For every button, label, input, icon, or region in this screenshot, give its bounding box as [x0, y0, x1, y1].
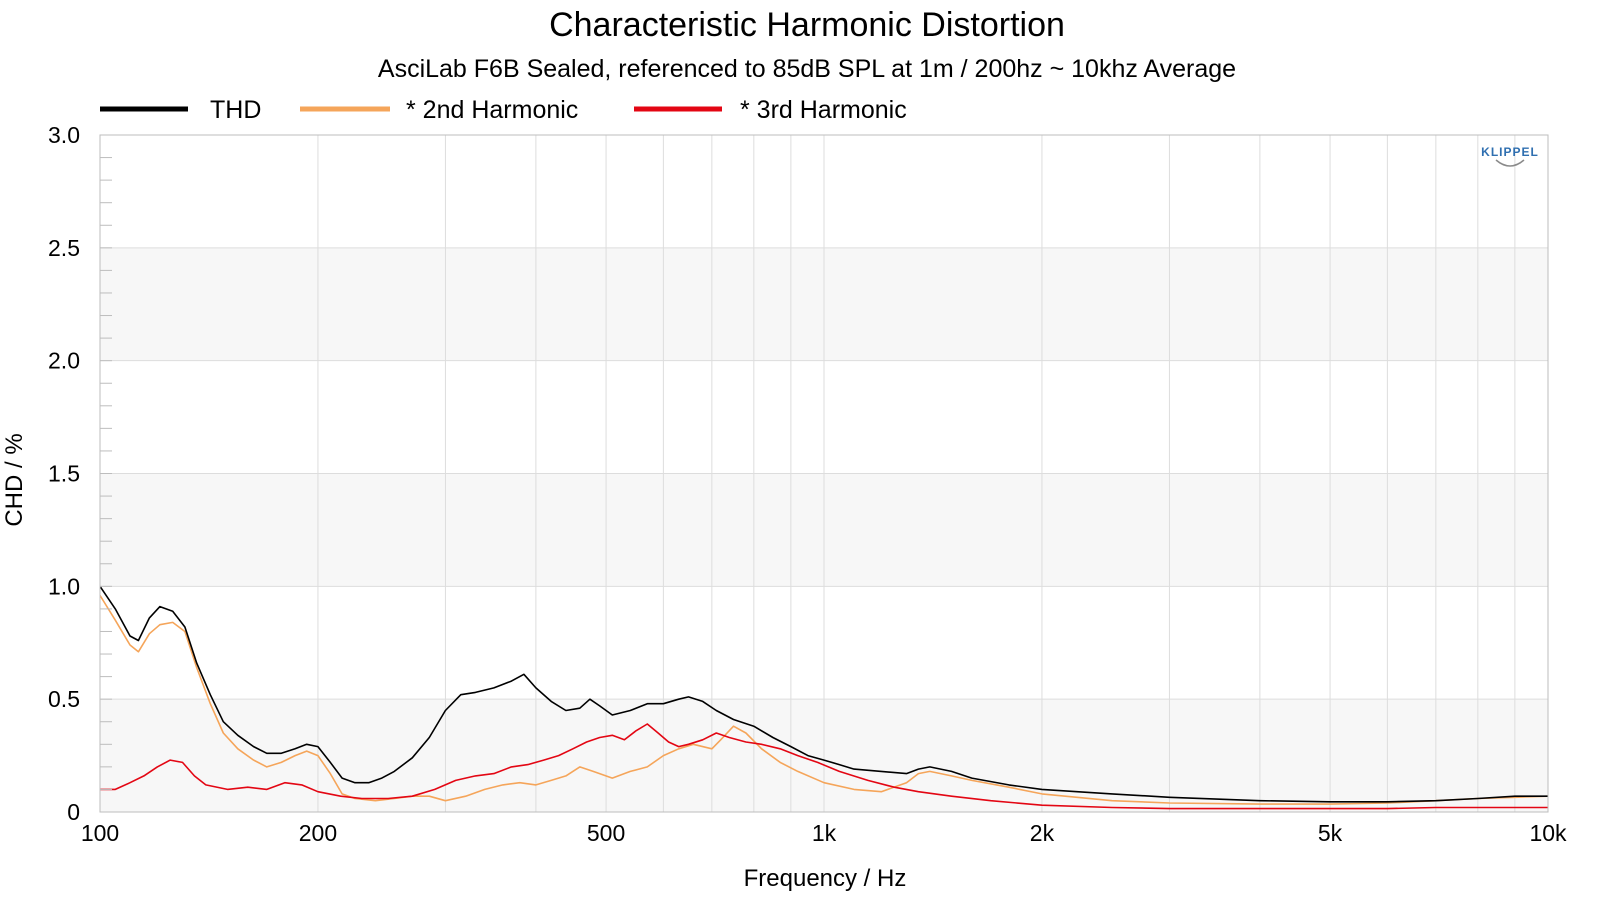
x-axis-ticks: 100 200 500 1k 2k 5k 10k	[81, 820, 1567, 846]
y-axis-label: CHD / %	[1, 433, 28, 526]
legend-label-2nd-harmonic: * 2nd Harmonic	[406, 96, 578, 124]
y-axis-ticks: 0 0.5 1.0 1.5 2.0 2.5 3.0	[48, 122, 112, 825]
series-layer	[100, 585, 1548, 810]
x-tick-label: 10k	[1529, 820, 1567, 846]
x-tick-label: 5k	[1318, 820, 1343, 846]
y-tick-label: 2.0	[48, 348, 80, 374]
series-line-thd	[100, 585, 1548, 803]
x-axis-label: Frequency / Hz	[744, 865, 907, 892]
x-tick-label: 500	[587, 820, 625, 846]
series-line-2nd-harmonic	[100, 594, 1548, 805]
x-tick-label: 200	[299, 820, 337, 846]
logo-text: KLIPPEL	[1481, 145, 1539, 159]
legend-label-3rd-harmonic: * 3rd Harmonic	[740, 96, 907, 124]
legend-label-thd: THD	[210, 96, 261, 124]
series-line-3rd-harmonic	[100, 723, 1548, 810]
x-tick-label: 1k	[812, 820, 837, 846]
y-tick-label: 1.0	[48, 573, 80, 599]
chart-title: Characteristic Harmonic Distortion	[549, 6, 1065, 44]
legend: THD * 2nd Harmonic * 3rd Harmonic	[100, 96, 907, 124]
x-tick-label: 2k	[1030, 820, 1055, 846]
y-tick-label: 0	[67, 799, 80, 825]
chart-subtitle: AsciLab F6B Sealed, referenced to 85dB S…	[378, 55, 1236, 83]
y-tick-label: 1.5	[48, 461, 80, 487]
klippel-logo: KLIPPEL	[1481, 145, 1539, 167]
y-tick-label: 3.0	[48, 122, 80, 148]
y-tick-label: 0.5	[48, 686, 80, 712]
y-tick-label: 2.5	[48, 235, 80, 261]
x-tick-label: 100	[81, 820, 119, 846]
logo-arc	[1495, 159, 1525, 167]
